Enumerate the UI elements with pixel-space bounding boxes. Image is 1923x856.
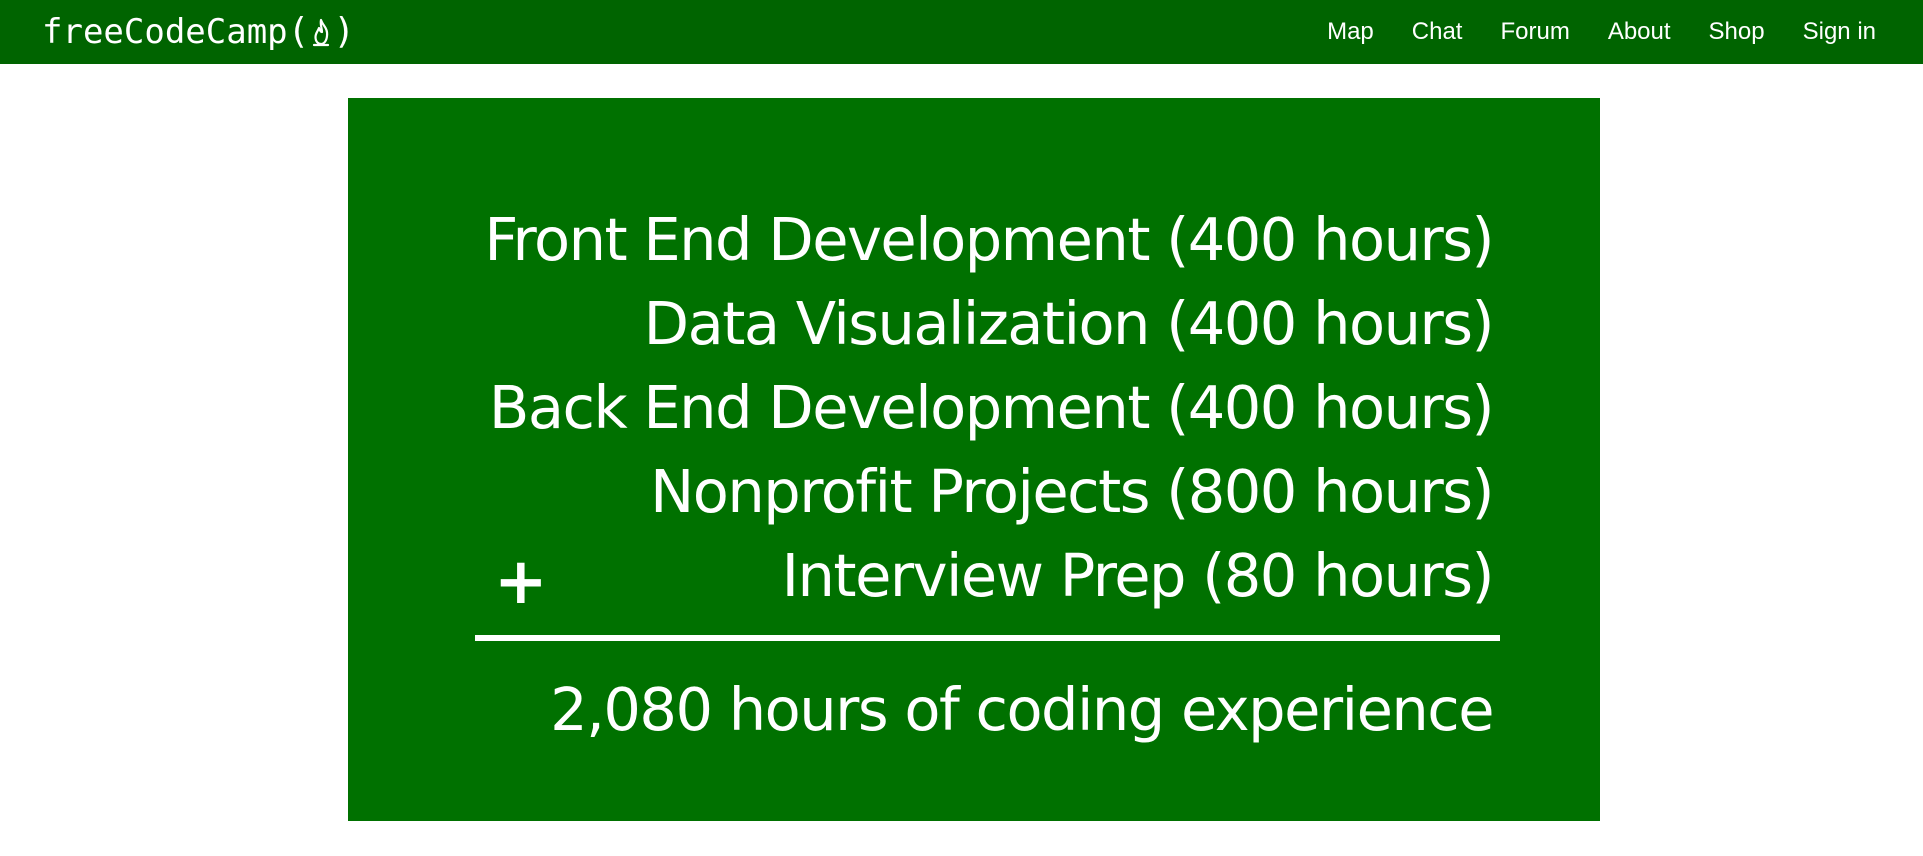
slide-line-front-end: Front End Development (400 hours)	[484, 205, 1494, 274]
nav-link-sign-in[interactable]: Sign in	[1802, 18, 1876, 45]
nav-link-map[interactable]: Map	[1327, 18, 1374, 45]
curriculum-slide-image: Front End Development (400 hours) Data V…	[348, 98, 1600, 821]
slide-line-data-visualization: Data Visualization (400 hours)	[643, 289, 1495, 358]
nav-link-chat[interactable]: Chat	[1411, 18, 1463, 45]
brand-logo[interactable]: freeCodeCamp ( )	[42, 12, 355, 52]
brand-close-paren: )	[333, 11, 356, 52]
flame-icon	[310, 17, 332, 47]
slide-line-back-end: Back End Development (400 hours)	[488, 373, 1495, 442]
nav-link-shop[interactable]: Shop	[1708, 18, 1765, 45]
top-navbar: freeCodeCamp ( ) Map Chat Forum About Sh…	[0, 0, 1923, 64]
slide-total: 2,080 hours of coding experience	[550, 675, 1494, 744]
brand-text: freeCodeCamp	[42, 12, 288, 52]
nav-link-forum[interactable]: Forum	[1500, 18, 1570, 45]
sum-divider	[475, 635, 1500, 641]
brand-open-paren: (	[287, 11, 310, 52]
slide-line-nonprofit: Nonprofit Projects (800 hours)	[650, 457, 1494, 526]
plus-sign: +	[494, 545, 548, 619]
nav-links: Map Chat Forum About Shop Sign in	[1308, 0, 1895, 64]
nav-link-about[interactable]: About	[1607, 18, 1671, 45]
slide-line-interview-prep: Interview Prep (80 hours)	[781, 541, 1495, 610]
